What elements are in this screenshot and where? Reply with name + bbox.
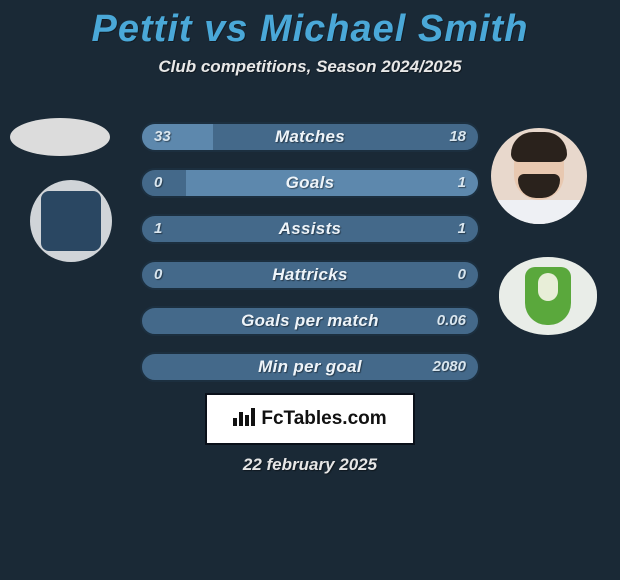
club-left-crest — [30, 180, 112, 262]
footer-date: 22 february 2025 — [0, 455, 620, 475]
stat-row-hattricks: 0 Hattricks 0 — [140, 260, 480, 290]
stat-label: Min per goal — [142, 354, 478, 380]
stat-row-min-per-goal: Min per goal 2080 — [140, 352, 480, 382]
page-subtitle: Club competitions, Season 2024/2025 — [0, 57, 620, 77]
club-left-crest-icon — [41, 191, 101, 251]
page-title: Pettit vs Michael Smith — [0, 0, 620, 51]
stat-row-assists: 1 Assists 1 — [140, 214, 480, 244]
stats-container: 33 Matches 18 0 Goals 1 1 Assists 1 0 Ha… — [140, 122, 480, 398]
stat-value-right: 1 — [458, 170, 466, 196]
stat-value-right: 0.06 — [437, 308, 466, 334]
bar-chart-icon — [233, 406, 257, 432]
stat-value-right: 2080 — [433, 354, 466, 380]
stat-label: Hattricks — [142, 262, 478, 288]
stat-row-matches: 33 Matches 18 — [140, 122, 480, 152]
stat-label: Matches — [142, 124, 478, 150]
stat-value-right: 0 — [458, 262, 466, 288]
club-right-crest — [499, 257, 597, 335]
stat-label: Goals — [142, 170, 478, 196]
club-right-crest-icon — [525, 267, 571, 325]
stat-value-right: 1 — [458, 216, 466, 242]
stat-label: Goals per match — [142, 308, 478, 334]
player-right-avatar — [491, 128, 587, 224]
player-left-avatar — [10, 118, 110, 156]
stat-label: Assists — [142, 216, 478, 242]
brand-logo-link[interactable]: FcTables.com — [205, 393, 415, 445]
stat-row-goals-per-match: Goals per match 0.06 — [140, 306, 480, 336]
stat-value-right: 18 — [449, 124, 466, 150]
brand-logo-text: FcTables.com — [261, 408, 386, 430]
stat-row-goals: 0 Goals 1 — [140, 168, 480, 198]
